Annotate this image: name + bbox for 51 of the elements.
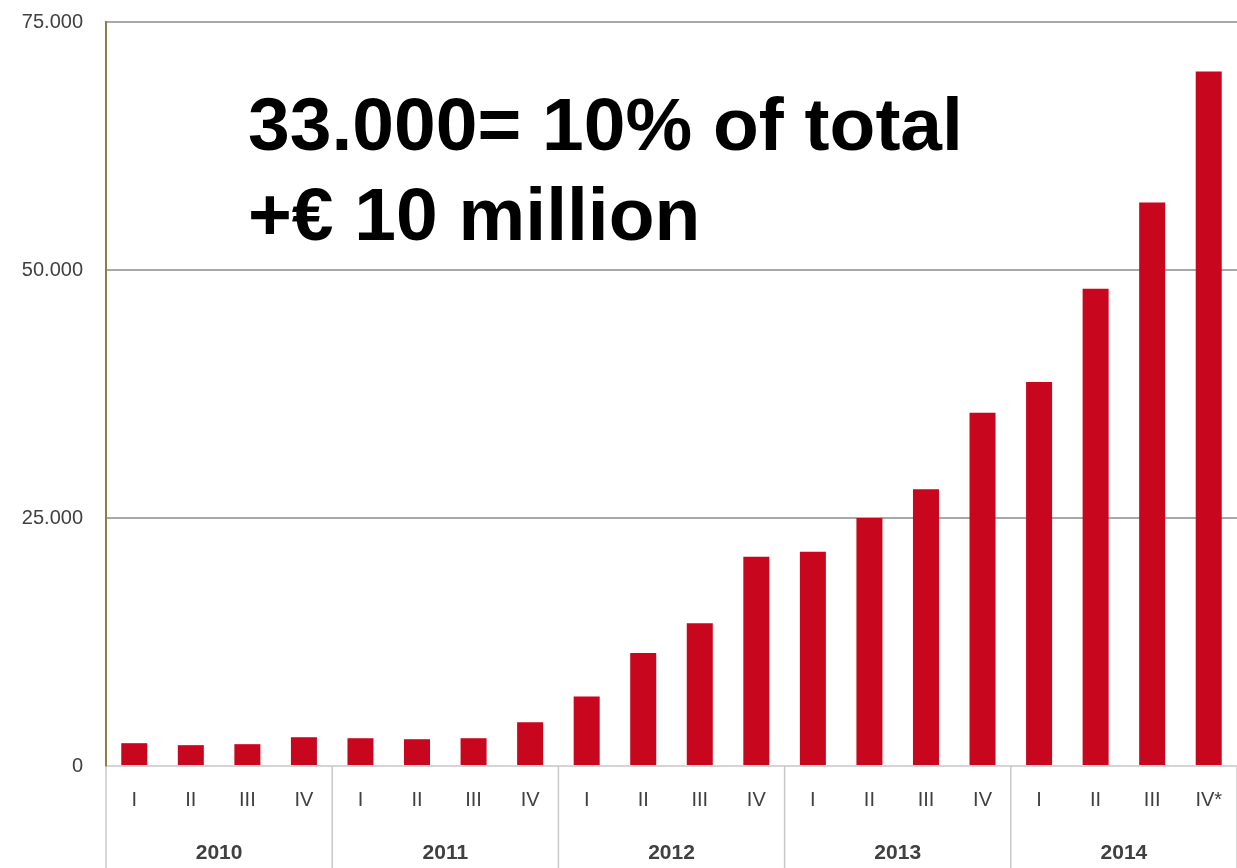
x-tick-label: IV bbox=[746, 787, 767, 810]
x-tick-label: I bbox=[810, 787, 816, 810]
text: 2012 bbox=[648, 839, 695, 863]
bar bbox=[799, 551, 826, 765]
bar bbox=[290, 737, 317, 765]
bar bbox=[630, 652, 657, 765]
x-tick-label: II bbox=[637, 787, 649, 810]
x-tick-label: IV bbox=[294, 787, 315, 810]
bar bbox=[1082, 288, 1109, 765]
bar bbox=[1139, 202, 1166, 765]
text: 2014 bbox=[1100, 839, 1148, 863]
x-tick-label: II bbox=[185, 787, 197, 810]
bar bbox=[121, 743, 148, 765]
y-tick-label: 75.000 bbox=[21, 9, 83, 32]
x-tick-label: III bbox=[917, 787, 935, 810]
bar bbox=[404, 739, 431, 765]
x-tick-label: III bbox=[239, 787, 256, 810]
text: 33.000= 10% of total bbox=[248, 82, 963, 166]
text: +€ 10 million bbox=[248, 172, 701, 256]
bar bbox=[460, 738, 487, 765]
x-tick-label: III bbox=[1143, 787, 1161, 810]
bar bbox=[743, 556, 770, 765]
bar bbox=[234, 744, 261, 765]
bar bbox=[912, 489, 939, 765]
x-tick-label: III bbox=[691, 787, 709, 810]
text: 2011 bbox=[422, 839, 469, 863]
x-tick-label: IV bbox=[520, 787, 541, 810]
bar bbox=[1195, 71, 1222, 765]
bar bbox=[856, 518, 883, 765]
text: 2013 bbox=[874, 839, 922, 863]
bar bbox=[347, 738, 374, 765]
x-tick-label: I bbox=[1036, 787, 1042, 810]
bar bbox=[1026, 382, 1053, 765]
bar bbox=[969, 412, 996, 765]
bar bbox=[573, 696, 600, 765]
x-tick-label: II bbox=[863, 787, 875, 810]
y-tick-label: 25.000 bbox=[21, 505, 83, 528]
bar bbox=[177, 745, 204, 765]
x-tick-label: II bbox=[411, 787, 423, 810]
y-tick-label: 0 bbox=[71, 753, 83, 776]
x-tick-label: IV bbox=[973, 787, 993, 810]
x-tick-label: III bbox=[465, 787, 482, 810]
x-tick-label: II bbox=[1090, 787, 1102, 810]
bar bbox=[517, 722, 544, 765]
x-tick-label: IV* bbox=[1195, 787, 1223, 810]
bar bbox=[686, 623, 713, 765]
x-tick-label: I bbox=[131, 787, 138, 810]
x-tick-label: I bbox=[583, 787, 590, 810]
x-tick-label: I bbox=[357, 787, 364, 810]
text: 2010 bbox=[195, 839, 243, 863]
y-tick-label: 50.000 bbox=[21, 257, 83, 280]
